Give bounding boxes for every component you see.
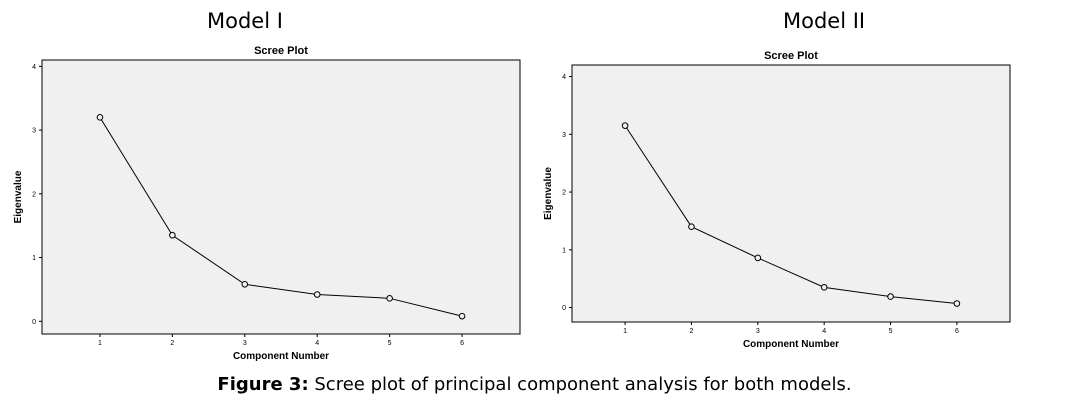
- plot-area: [571, 64, 1011, 323]
- x-tick-label: 4: [822, 328, 826, 335]
- eigenvalue-point: [887, 293, 894, 300]
- y-tick-label: 2: [562, 190, 566, 197]
- eigenvalue-point: [386, 295, 393, 302]
- eigenvalue-point: [820, 284, 828, 291]
- y-tick-label: 2: [32, 191, 36, 198]
- scree-plot-svg-model-1: Scree Plot 0 1 2 3 4 1 2 3 4 5 6 Component Number Eig…: [13, 45, 521, 362]
- x-tick-label: 5: [889, 328, 893, 335]
- caption-text: Scree plot of principal component analys…: [308, 374, 852, 395]
- eigenvalue-line: [624, 125, 957, 305]
- eigenvalue-point: [621, 122, 629, 129]
- x-axis-label: Component Number: [233, 351, 329, 362]
- chart-title: Scree Plot: [764, 50, 818, 62]
- scree-plot-svg-model-2: Scree Plot 0 1 2 3 4 1 2 3 4 5 6 Component Number Eig…: [543, 50, 1011, 350]
- eigenvalue-point: [754, 254, 762, 262]
- eigenvalue-point: [688, 223, 695, 231]
- eigenvalue-point: [313, 291, 321, 298]
- chart-title: Scree Plot: [254, 45, 308, 57]
- y-tick-label: 0: [562, 305, 566, 312]
- y-axis-label: Eigenvalue: [13, 170, 24, 223]
- x-tick-label: 3: [243, 340, 247, 347]
- eigenvalue-point: [953, 300, 961, 307]
- x-tick-label: 1: [623, 328, 627, 335]
- y-tick-label: 4: [562, 74, 566, 81]
- eigenvalue-line: [99, 117, 463, 317]
- x-tick-label: 3: [756, 328, 760, 335]
- x-tick-label: 2: [690, 328, 694, 335]
- plot-area: [41, 59, 521, 335]
- figure-caption: Figure 3: Scree plot of principal compon…: [0, 374, 1069, 395]
- eigenvalue-point: [458, 312, 466, 320]
- y-tick-label: 1: [32, 255, 36, 262]
- eigenvalue-point: [241, 280, 249, 288]
- model-2-title: Model II: [783, 9, 866, 33]
- eigenvalue-point: [96, 114, 104, 121]
- x-tick-label: 1: [98, 340, 102, 347]
- y-tick-label: 3: [32, 128, 36, 135]
- x-tick-label: 2: [170, 340, 174, 347]
- x-axis-label: Component Number: [743, 339, 839, 350]
- y-axis-label: Eigenvalue: [543, 167, 554, 220]
- x-tick-label: 5: [388, 340, 392, 347]
- y-tick-label: 1: [562, 247, 566, 254]
- eigenvalue-point: [169, 231, 176, 239]
- caption-lead: Figure 3:: [217, 374, 309, 395]
- scree-plot-model-2: Scree Plot 0 1 2 3 4 1 2 3 4 5 6 Component Number Eig…: [540, 45, 1020, 355]
- x-tick-label: 6: [955, 328, 959, 335]
- y-tick-label: 0: [32, 319, 36, 326]
- model-1-title: Model I: [207, 9, 283, 33]
- y-tick-label: 3: [562, 132, 566, 139]
- scree-plot-model-1: Scree Plot 0 1 2 3 4 1 2 3 4 5 6 Component Number Eig…: [10, 40, 521, 370]
- x-tick-label: 4: [315, 340, 319, 347]
- x-tick-label: 6: [460, 340, 464, 347]
- y-tick-label: 4: [32, 64, 36, 71]
